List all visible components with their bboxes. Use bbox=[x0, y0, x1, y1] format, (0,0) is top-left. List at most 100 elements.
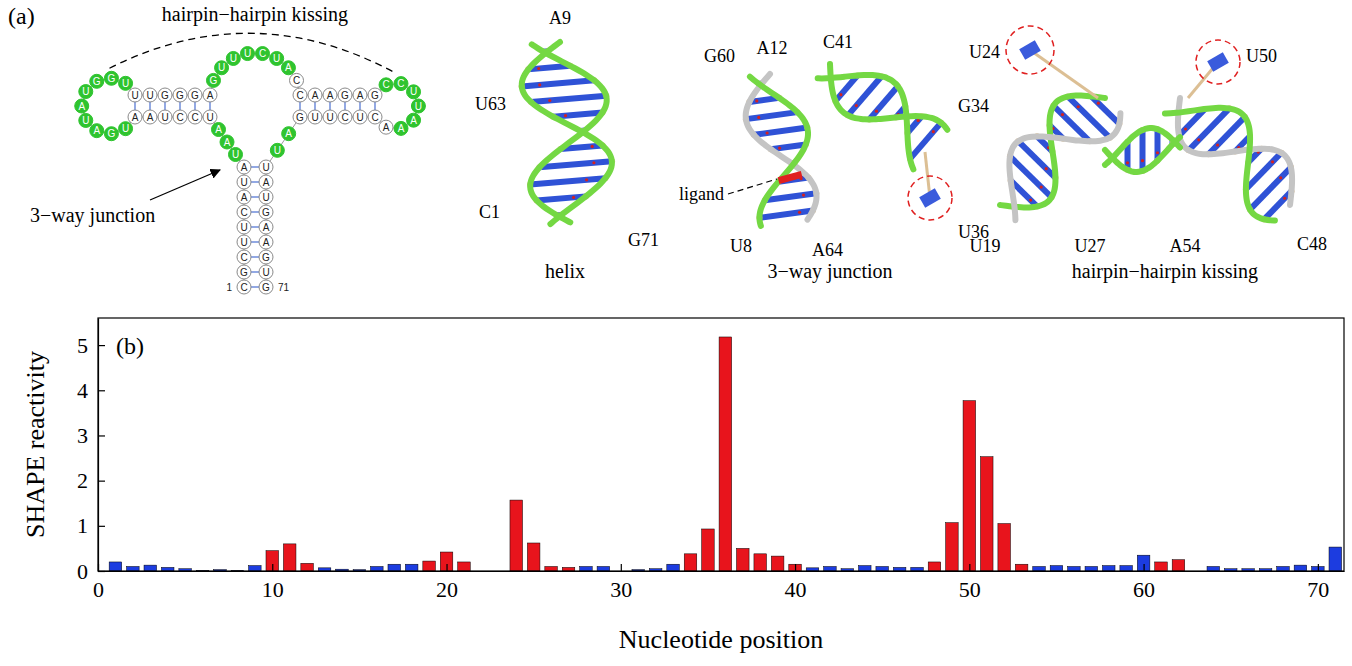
numbering: 1 bbox=[226, 282, 232, 293]
nucleotide-letter: A bbox=[312, 90, 319, 101]
nucleotide bbox=[237, 235, 251, 249]
nucleotide bbox=[290, 73, 304, 87]
nucleotide-letter: U bbox=[82, 115, 89, 126]
bar bbox=[440, 552, 453, 571]
nucleotide-letter: U bbox=[262, 162, 269, 173]
bar bbox=[963, 401, 976, 571]
bar bbox=[580, 566, 593, 571]
nucleotide bbox=[158, 88, 172, 102]
nucleotide bbox=[90, 74, 104, 88]
oxygen bbox=[1045, 167, 1048, 170]
nucleotide bbox=[143, 110, 157, 124]
base-slab bbox=[1010, 156, 1052, 197]
nucleotide-letter: A bbox=[285, 128, 292, 139]
nucleotide-letter: G bbox=[262, 252, 270, 263]
nucleotide-letter: C bbox=[341, 112, 348, 123]
nucleotide-letter: U bbox=[244, 48, 251, 59]
nucleotide-letter: U bbox=[415, 101, 422, 112]
ribbon bbox=[530, 44, 607, 222]
nucleotide bbox=[407, 85, 421, 99]
flipped-base bbox=[919, 188, 941, 207]
x-tick-mark bbox=[1143, 564, 1144, 571]
y-tick: 4 bbox=[77, 378, 105, 403]
nucleotide bbox=[128, 110, 142, 124]
y-axis-title: SHAPE reactivity bbox=[21, 351, 50, 538]
nucleotide bbox=[173, 88, 187, 102]
nucleotide bbox=[338, 88, 352, 102]
bar bbox=[824, 566, 837, 571]
bar bbox=[1015, 564, 1028, 571]
nucleotide bbox=[104, 127, 118, 141]
nucleotide-letter: G bbox=[108, 73, 116, 84]
oxygen bbox=[1279, 176, 1282, 179]
base-slab bbox=[1068, 96, 1110, 137]
bar bbox=[1050, 566, 1063, 571]
y-axis: 012345 bbox=[77, 319, 105, 584]
nucleotide-letter: U bbox=[326, 112, 333, 123]
nucleotide-letter: G bbox=[161, 90, 169, 101]
nucleotide bbox=[282, 127, 296, 141]
nucleotide-letter: U bbox=[262, 192, 269, 203]
ribbon bbox=[522, 42, 612, 224]
residue-label: C48 bbox=[1297, 234, 1327, 254]
bar bbox=[702, 529, 715, 571]
nucleotide bbox=[353, 110, 367, 124]
nucleotide bbox=[293, 88, 307, 102]
structure-junction: ligandG60A12C41G34U36U8A643−way junction bbox=[679, 32, 989, 283]
base-slab bbox=[530, 178, 605, 184]
nucleotide-letter: U bbox=[240, 237, 247, 248]
bar bbox=[405, 564, 418, 571]
y-tick-label: 2 bbox=[77, 468, 88, 493]
bar bbox=[771, 556, 784, 571]
nucleotide-letter: U bbox=[232, 149, 239, 160]
oxygen bbox=[855, 104, 858, 107]
bar bbox=[249, 566, 262, 571]
diagram-a: (a)hairpin−hairpin kissing3−way junction… bbox=[8, 3, 425, 294]
base-slab bbox=[1140, 130, 1146, 171]
x-tick: 10 bbox=[262, 564, 284, 602]
base-slab bbox=[1189, 108, 1230, 150]
nucleotide-letter: U bbox=[273, 53, 280, 64]
junction-label: 3−way junction bbox=[30, 204, 155, 227]
nucleotide-letter: A bbox=[263, 177, 270, 188]
nucleotide bbox=[270, 51, 284, 65]
bar bbox=[876, 566, 889, 571]
y-tick: 3 bbox=[77, 423, 105, 448]
y-tick-label: 4 bbox=[77, 378, 88, 403]
nucleotide bbox=[237, 205, 251, 219]
residue-label: U63 bbox=[475, 94, 506, 114]
x-tick: 30 bbox=[610, 564, 632, 602]
oxygen bbox=[757, 116, 760, 119]
panel-label: (b) bbox=[116, 333, 144, 359]
base-slab bbox=[759, 211, 813, 218]
nucleotide bbox=[259, 265, 273, 279]
nucleotide-letter: C bbox=[176, 112, 183, 123]
nucleotide-letter: C bbox=[371, 112, 378, 123]
nucleotide-letter: U bbox=[240, 222, 247, 233]
nucleotide-letter: A bbox=[383, 122, 390, 133]
nucleotide bbox=[212, 123, 226, 137]
ribbon bbox=[1165, 108, 1275, 221]
nucleotide-letter: C bbox=[397, 78, 404, 89]
nucleotide-letter: A bbox=[224, 137, 231, 148]
x-tick-mark bbox=[969, 564, 970, 571]
nucleotide bbox=[293, 110, 307, 124]
oxygen bbox=[932, 130, 935, 133]
nucleotide bbox=[259, 250, 273, 264]
backbone bbox=[82, 54, 419, 287]
y-tick-mark bbox=[98, 345, 105, 346]
nucleotide-letter: U bbox=[410, 86, 417, 97]
ligand-mark bbox=[778, 171, 803, 184]
y-tick-mark bbox=[98, 390, 105, 391]
nucleotide-letter: A bbox=[398, 123, 405, 134]
base-slab bbox=[1250, 167, 1291, 209]
bar bbox=[789, 564, 802, 571]
bar bbox=[1294, 565, 1307, 571]
chart-b: 010203040506070012345Nucleotide position… bbox=[21, 318, 1345, 654]
oxygen bbox=[875, 110, 878, 113]
nucleotide-letter: U bbox=[122, 78, 129, 89]
nucleotide-letter: C bbox=[296, 90, 303, 101]
nucleotide bbox=[338, 110, 352, 124]
nucleotide bbox=[203, 110, 217, 124]
bar bbox=[144, 565, 157, 571]
